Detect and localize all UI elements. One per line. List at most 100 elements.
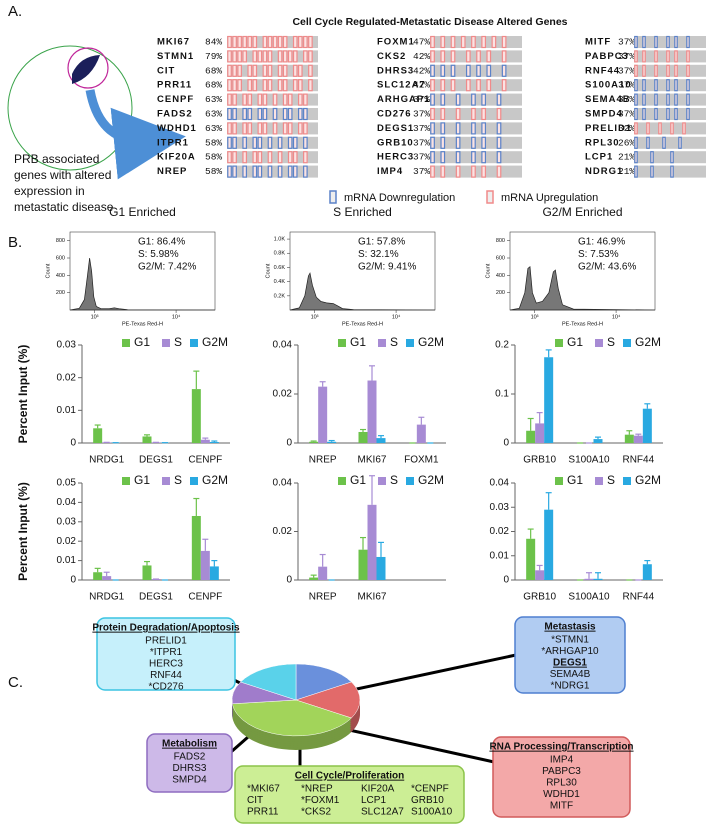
alteration-box [292,79,298,92]
error-bar [369,365,375,381]
alteration-box [634,136,638,149]
bar [93,428,103,443]
alteration-box [674,64,678,77]
legend-swatch [122,339,130,347]
alteration-box [277,151,283,164]
legend-swatch [190,339,198,347]
error-bar [536,412,543,424]
category-item: *STMN1 [551,635,589,646]
legend-swatch [162,477,170,485]
alteration-track [430,122,522,135]
gene-name: MITF [585,37,611,48]
alteration-track [227,122,318,135]
alteration-box [303,93,308,106]
alteration-box [257,93,263,106]
alteration-box [272,122,278,135]
alteration-box [287,50,293,63]
alteration-box [666,93,670,106]
legend-swatch [122,477,130,485]
alteration-marks [634,136,682,149]
alteration-box [440,165,446,178]
x-tick-label: 10⁴ [172,313,181,320]
alteration-box [471,136,476,149]
category-item: PRR11 [247,807,279,818]
alteration-marks [634,122,686,135]
alteration-box [297,35,303,49]
alteration-box [674,107,678,121]
alteration-box [654,35,658,49]
alteration-box [496,122,502,135]
gene-name: GRB10 [377,137,414,148]
pie-slice [232,699,352,737]
gene-name: PRR11 [157,80,192,91]
bar [642,564,652,580]
error-bar [369,475,375,505]
alteration-box [227,93,232,106]
alteration-box [654,107,658,121]
legend-label: G2M [202,473,228,487]
alteration-box [686,107,690,121]
x-tick-label: CENPF [188,592,222,603]
category-item: SEMA4B [550,669,591,680]
legend-label: S [607,335,615,349]
category-title: Protein Degradation/Apoptosis [92,623,240,634]
alteration-marks [634,79,690,92]
bar [358,431,368,443]
gene-name: DEGS1 [377,123,414,134]
alteration-box [227,151,232,164]
y-tick-label: 0.01 [57,405,77,416]
bar [93,572,103,580]
alteration-track [634,165,706,178]
alteration-box [242,93,248,106]
legend-label: G1 [134,473,150,487]
hist-title: G2/M Enriched [542,205,622,219]
x-tick-label: RNF44 [622,592,654,603]
alteration-box [654,64,658,77]
y-tick-label: 0.02 [57,372,77,383]
error-bar [378,435,384,439]
y-tick-label: 0.2 [495,340,509,351]
alteration-marks [227,136,308,149]
alteration-box [440,50,446,63]
gene-percent: 37% [618,109,635,120]
alteration-box [440,79,446,92]
alteration-box [232,64,237,77]
alteration-box [496,136,502,149]
panel-label: C. [8,674,23,691]
stat-annotation: G2/M: 43.6% [578,262,636,273]
bar [309,441,319,443]
alteration-box [481,136,487,149]
x-tick-label: 10³ [311,314,319,320]
alteration-box [267,151,273,164]
x-tick-label: NRDG1 [89,592,124,603]
bar [367,380,377,443]
alteration-box [654,79,658,92]
category-title: Cell Cycle/Proliferation [295,771,404,782]
caption-line: metastatic disease [14,200,114,214]
alteration-box [430,136,435,149]
alteration-box [654,93,658,106]
category-item: RPL30 [546,778,577,789]
error-bar [595,572,601,579]
alteration-box [227,107,232,121]
alteration-marks [227,50,313,63]
gene-percent: 58% [205,166,222,177]
alteration-box [277,50,283,63]
alteration-box [257,136,263,149]
hist-title: S Enriched [333,205,392,219]
y-tick-label: 0 [286,438,292,449]
stat-annotation: G2/M: 7.42% [138,262,196,273]
category-item: GRB10 [411,795,444,806]
y-tick-label: 0.04 [490,478,510,489]
error-bar [193,497,200,516]
category-item: WDHD1 [543,789,580,800]
alteration-box [678,136,682,149]
gene-name: KIF20A [157,152,196,163]
legend-swatch [623,339,631,347]
alteration-box [634,151,638,164]
alteration-box [262,35,268,49]
alteration-box [232,35,237,49]
alteration-marks [430,165,502,178]
alteration-box [292,64,298,77]
alteration-box [642,50,646,63]
